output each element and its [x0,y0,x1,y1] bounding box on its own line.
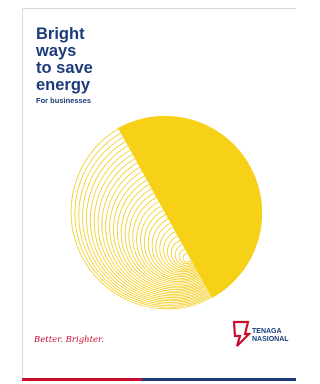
tagline: Better. Brighter. [33,335,104,345]
title-line: ways [35,42,76,60]
logo-text: NASIONAL [252,336,289,343]
cover: Bright ways to save energy For businesse… [0,0,296,384]
title-line: to save [36,59,93,77]
stripe-red [22,378,142,381]
title-line: Bright [36,25,85,43]
page: Bright ways to save energy For businesse… [0,0,296,384]
subtitle: For businesses [36,96,91,105]
title: Bright ways to save energy [35,25,93,94]
stripe-blue [142,378,296,381]
logo-text: TENAGA [252,328,282,335]
title-line: energy [36,76,91,94]
